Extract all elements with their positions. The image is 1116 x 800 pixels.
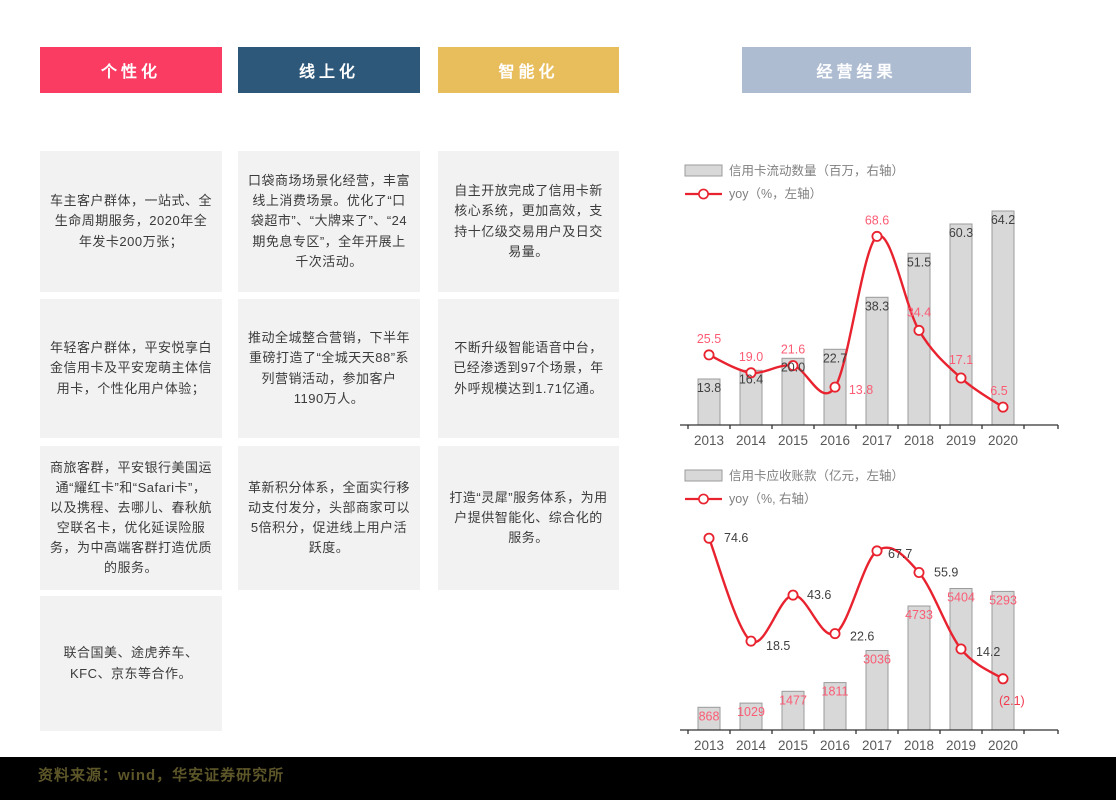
credit-card-circulation-chart: 2013 2014 2015 2016 2017 2018 2019 2020 13.8 16.4… bbox=[680, 163, 1059, 448]
line-value-label: 21.6 bbox=[781, 343, 805, 357]
legend-bar-swatch bbox=[684, 469, 723, 482]
line-marker bbox=[955, 372, 967, 384]
line-value-label: 18.5 bbox=[766, 639, 790, 653]
line-marker bbox=[787, 589, 799, 601]
x-tick-label: 2014 bbox=[736, 738, 767, 753]
legend-bar-label: 信用卡流动数量（百万，右轴） bbox=[729, 163, 904, 178]
bar-value-label: 3036 bbox=[863, 653, 891, 667]
x-tick-label: 2014 bbox=[736, 433, 767, 448]
line-marker bbox=[913, 567, 925, 579]
bar-value-label: 1811 bbox=[822, 685, 849, 699]
bar bbox=[907, 605, 931, 731]
bar-value-label: 1029 bbox=[737, 705, 765, 719]
line-marker bbox=[703, 532, 715, 544]
x-tick-label: 2016 bbox=[820, 738, 850, 753]
x-tick-label: 2019 bbox=[946, 433, 976, 448]
header-personalization: 个性化 bbox=[40, 47, 222, 93]
x-tick-label: 2017 bbox=[862, 738, 892, 753]
card-intelligence-1: 自主开放完成了信用卡新核心系统，更加高效，支持十亿级交易用户及日交易量。 bbox=[438, 151, 619, 292]
credit-card-receivables-chart: 2013 2014 2015 2016 2017 2018 2019 2020 868 1029 1… bbox=[680, 468, 1059, 753]
bar bbox=[907, 252, 931, 426]
card-online-3: 革新积分体系，全面实行移动支付发分，头部商家可以5倍积分，促进线上用户活跃度。 bbox=[238, 446, 420, 590]
line-value-label: 34.4 bbox=[907, 305, 931, 319]
line-marker bbox=[745, 367, 757, 379]
header-intelligence: 智能化 bbox=[438, 47, 619, 93]
line-marker bbox=[955, 643, 967, 655]
legend-line-marker bbox=[698, 493, 709, 505]
bar-value-label: 4733 bbox=[905, 608, 933, 622]
line-value-label: 68.6 bbox=[865, 213, 889, 227]
bar-value-label: 13.8 bbox=[697, 381, 721, 395]
card-intelligence-3: 打造“灵犀”服务体系，为用户提供智能化、综合化的服务。 bbox=[438, 446, 619, 590]
bar-value-label: 60.3 bbox=[949, 226, 973, 240]
x-tick-label: 2013 bbox=[694, 433, 724, 448]
x-tick-label: 2013 bbox=[694, 738, 724, 753]
legend-line-marker bbox=[698, 188, 709, 200]
x-tick-label: 2018 bbox=[904, 433, 934, 448]
line-value-label: 55.9 bbox=[934, 566, 958, 580]
line-value-label: 74.6 bbox=[724, 531, 748, 545]
line-value-label: (2.1) bbox=[999, 694, 1025, 708]
line-marker bbox=[829, 381, 841, 393]
x-tick-label: 2019 bbox=[946, 738, 976, 753]
card-personalization-4: 联合国美、途虎养车、KFC、京东等合作。 bbox=[40, 596, 222, 731]
line-value-label: 13.8 bbox=[849, 383, 873, 397]
bar-value-label: 868 bbox=[699, 709, 720, 723]
bar-value-label: 38.3 bbox=[865, 299, 889, 313]
card-personalization-1: 车主客户群体，一站式、全生命周期服务，2020年全年发卡200万张； bbox=[40, 151, 222, 292]
legend-line-label: yoy（%，左轴） bbox=[729, 186, 822, 201]
line-marker bbox=[787, 360, 799, 372]
bar bbox=[949, 223, 973, 426]
x-tick-label: 2015 bbox=[778, 433, 808, 448]
source-note: 资料来源：wind，华安证券研究所 bbox=[38, 767, 285, 784]
line-marker bbox=[745, 635, 757, 647]
header-online: 线上化 bbox=[238, 47, 420, 93]
line-marker bbox=[997, 673, 1009, 685]
card-intelligence-2: 不断升级智能语音中台，已经渗透到97个场景，年外呼规模达到1.71亿通。 bbox=[438, 299, 619, 438]
bar-value-label: 1477 bbox=[779, 693, 807, 707]
line-value-label: 6.5 bbox=[990, 384, 1007, 398]
card-online-1: 口袋商场场景化经营，丰富线上消费场景。优化了“口袋超市”、“大牌来了”、“24期… bbox=[238, 151, 420, 292]
line-marker bbox=[871, 545, 883, 557]
x-tick-label: 2018 bbox=[904, 738, 934, 753]
bar-value-label: 20.0 bbox=[781, 360, 805, 374]
x-tick-label: 2017 bbox=[862, 433, 892, 448]
yoy-line bbox=[708, 234, 1004, 409]
bar-value-label: 22.7 bbox=[823, 351, 847, 365]
line-marker bbox=[829, 628, 841, 640]
line-marker bbox=[913, 324, 925, 336]
header-operating-results: 经营结果 bbox=[742, 47, 971, 93]
x-tick-label: 2020 bbox=[988, 738, 1018, 753]
legend-bar-swatch bbox=[684, 164, 723, 177]
bar bbox=[991, 590, 1015, 731]
bottom-bar: 资料来源：wind，华安证券研究所 bbox=[0, 757, 1116, 800]
card-personalization-2: 年轻客户群体，平安悦享白金信用卡及平安宠萌主体信用卡，个性化用户体验； bbox=[40, 299, 222, 438]
bar bbox=[949, 588, 973, 731]
line-value-label: 67.7 bbox=[888, 547, 912, 561]
bar bbox=[865, 296, 889, 426]
card-online-2: 推动全城整合营销，下半年重磅打造了“全城天天88”系列营销活动，参加客户1190… bbox=[238, 299, 420, 438]
legend-line-label: yoy（%, 右轴） bbox=[729, 491, 817, 506]
bar-value-label: 16.4 bbox=[739, 372, 763, 386]
bar-value-label: 5293 bbox=[989, 593, 1017, 607]
line-value-label: 25.5 bbox=[697, 332, 721, 346]
x-tick-label: 2020 bbox=[988, 433, 1018, 448]
line-value-label: 22.6 bbox=[850, 630, 874, 644]
legend-bar-label: 信用卡应收账款（亿元，左轴） bbox=[729, 468, 904, 483]
card-personalization-3: 商旅客群，平安银行美国运通“耀红卡”和“Safari卡”，以及携程、去哪儿、春秋… bbox=[40, 446, 222, 590]
line-value-label: 14.2 bbox=[976, 645, 1000, 659]
x-tick-label: 2015 bbox=[778, 738, 808, 753]
line-marker bbox=[997, 401, 1009, 413]
line-marker bbox=[703, 349, 715, 361]
x-tick-label: 2016 bbox=[820, 433, 850, 448]
bar-value-label: 51.5 bbox=[907, 255, 931, 269]
bar-value-label: 5404 bbox=[947, 591, 975, 605]
line-value-label: 17.1 bbox=[949, 353, 973, 367]
bar-value-label: 64.2 bbox=[991, 213, 1015, 227]
line-value-label: 43.6 bbox=[807, 588, 831, 602]
line-value-label: 19.0 bbox=[739, 350, 763, 364]
line-marker bbox=[871, 230, 883, 242]
